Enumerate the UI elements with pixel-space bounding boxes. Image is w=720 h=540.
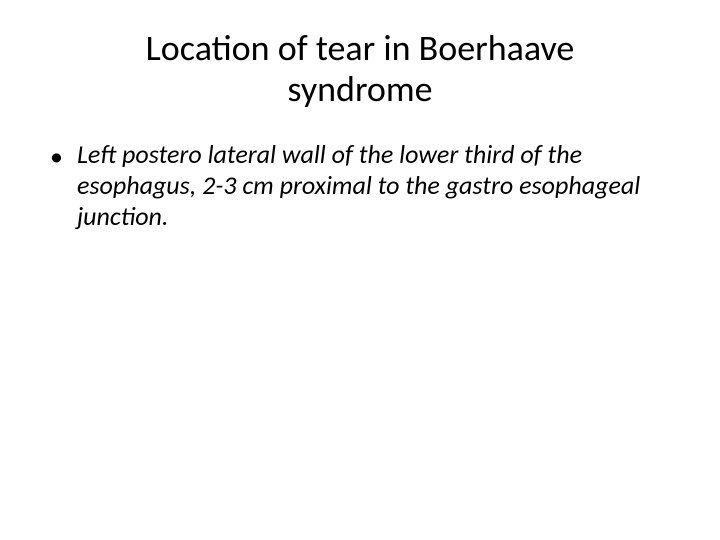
slide-title: Location of tear in Boerhaave syndrome xyxy=(40,28,680,111)
bullet-marker: • xyxy=(50,141,63,172)
bullet-item: • Left postero lateral wall of the lower… xyxy=(50,139,680,233)
slide-content: • Left postero lateral wall of the lower… xyxy=(40,139,680,233)
bullet-text: Left postero lateral wall of the lower t… xyxy=(77,139,680,233)
slide-container: Location of tear in Boerhaave syndrome •… xyxy=(0,0,720,540)
